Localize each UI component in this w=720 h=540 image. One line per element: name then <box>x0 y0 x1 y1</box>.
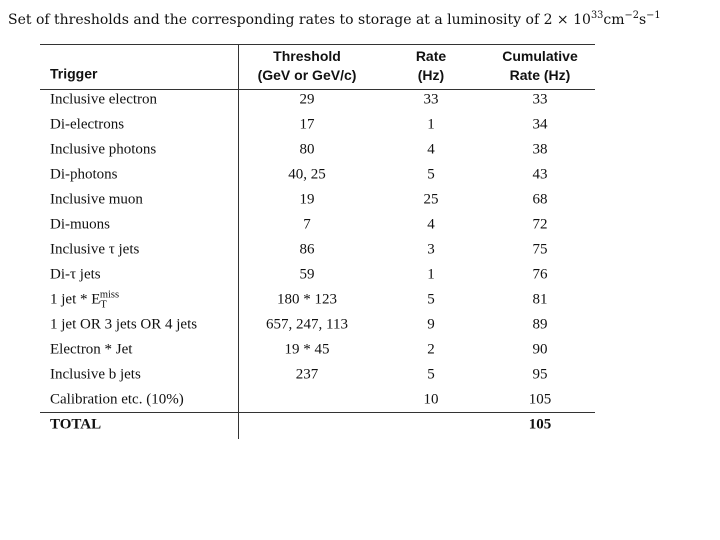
table-cell: 43 <box>532 166 548 183</box>
header-line: Trigger <box>50 65 98 82</box>
total-rule <box>40 412 595 413</box>
text-part: s <box>638 11 647 28</box>
column-header: Cumulative Rate (Hz) <box>502 47 577 85</box>
header-line: (Hz) <box>417 67 445 83</box>
row-label: Inclusive photons <box>50 141 157 158</box>
text-part: 33 <box>590 10 604 21</box>
table-cell: 7 <box>303 216 311 233</box>
table-cell: 19 <box>299 191 315 208</box>
table-cell: 5 <box>427 291 435 308</box>
table-cell: 657, 247, 113 <box>266 316 348 333</box>
table-top-rule <box>40 44 595 45</box>
header-line: Rate <box>415 48 447 64</box>
text-part: cm <box>603 11 625 28</box>
column-header: Threshold (GeV or GeV/c) <box>258 47 357 85</box>
column-header: Trigger <box>50 65 97 84</box>
table-cell: 80 <box>299 141 315 158</box>
text-part: Set of thresholds and the corresponding … <box>8 11 591 28</box>
table-cell: 105 <box>528 416 552 433</box>
row-label: Inclusive b jets <box>50 366 141 383</box>
row-label: Di-electrons <box>50 116 125 133</box>
title: Set of thresholds and the corresponding … <box>8 10 661 28</box>
row-label: Di-photons <box>50 166 118 183</box>
row-label: TOTAL <box>50 416 102 433</box>
table-cell: 237 <box>295 366 319 383</box>
row-label: Inclusive electron <box>50 91 158 108</box>
table-cell: 180 * 123 <box>277 291 337 308</box>
table-cell: 33 <box>532 91 548 108</box>
table-cell: 10 <box>423 391 439 408</box>
row-label: Di-τ jets <box>50 266 101 283</box>
table-cell: 4 <box>427 141 435 158</box>
table-cell: 76 <box>532 266 548 283</box>
text-part: T <box>100 299 107 311</box>
table-cell: 17 <box>299 116 315 133</box>
text-part: −2 <box>624 10 639 21</box>
row-label: 1 jet * ETmiss <box>50 289 119 310</box>
table-cell: 25 <box>423 191 439 208</box>
text-part: −1 <box>646 10 661 21</box>
row-label: Di-muons <box>50 216 110 233</box>
table-cell: 105 <box>528 391 552 408</box>
row-label: Electron * Jet <box>50 341 133 358</box>
table-cell: 5 <box>427 166 435 183</box>
table-cell: 59 <box>299 266 315 283</box>
table-cell: 9 <box>427 316 435 333</box>
table-cell: 3 <box>427 241 435 258</box>
table-cell: 86 <box>299 241 315 258</box>
table-cell: 89 <box>532 316 548 333</box>
table-cell: 5 <box>427 366 435 383</box>
header-line: Cumulative <box>502 48 578 64</box>
table-cell: 1 <box>427 116 435 133</box>
row-label: Inclusive τ jets <box>50 241 140 258</box>
table-cell: 33 <box>423 91 439 108</box>
table-cell: 81 <box>532 291 548 308</box>
text-part: miss <box>99 289 120 301</box>
header-line: Threshold <box>273 48 341 64</box>
table-cell: 29 <box>299 91 315 108</box>
table-cell: 68 <box>532 191 548 208</box>
row-label: Calibration etc. (10%) <box>50 391 184 408</box>
table-cell: 2 <box>427 341 435 358</box>
row-label: Inclusive muon <box>50 191 143 208</box>
table-cell: 4 <box>427 216 435 233</box>
table-cell: 34 <box>532 116 548 133</box>
column-header: Rate (Hz) <box>416 47 446 85</box>
header-line: Rate (Hz) <box>509 67 571 83</box>
table-cell: 19 * 45 <box>284 341 330 358</box>
table-cell: 38 <box>532 141 548 158</box>
table-cell: 40, 25 <box>288 166 326 183</box>
header-rule <box>40 89 595 90</box>
table-cell: 72 <box>532 216 548 233</box>
text-part: 1 jet * E <box>50 291 101 308</box>
header-line: (GeV or GeV/c) <box>257 67 357 83</box>
table-cell: 90 <box>532 341 548 358</box>
table-cell: 1 <box>427 266 435 283</box>
row-label: 1 jet OR 3 jets OR 4 jets <box>50 316 198 333</box>
table-cell: 95 <box>532 366 548 383</box>
table-cell: 75 <box>532 241 548 258</box>
column-divider <box>238 44 239 439</box>
